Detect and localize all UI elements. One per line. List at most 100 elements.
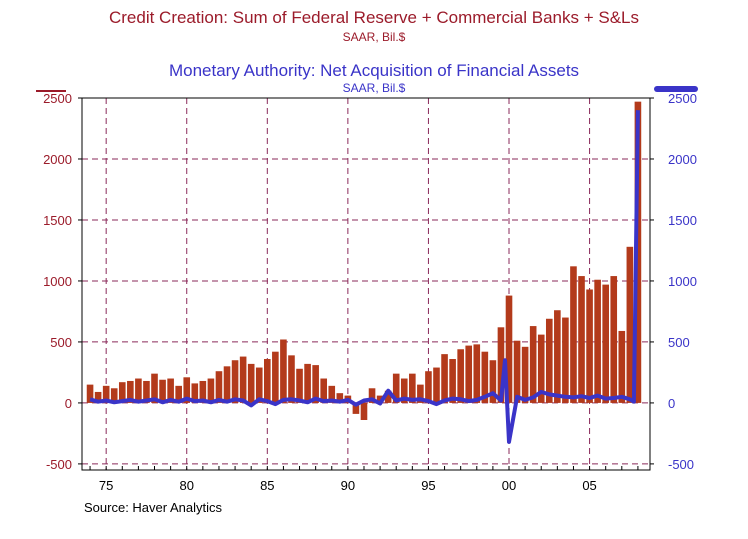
bar xyxy=(618,330,626,403)
bar xyxy=(505,295,513,403)
bar xyxy=(417,384,424,403)
bar xyxy=(529,326,537,403)
bar xyxy=(231,360,239,403)
bar xyxy=(102,385,110,403)
bar xyxy=(255,367,263,403)
bar xyxy=(304,363,311,403)
bar xyxy=(570,266,577,403)
left-legend-swatch xyxy=(36,90,66,92)
bar xyxy=(497,327,505,403)
bar xyxy=(167,378,174,403)
bar xyxy=(247,363,255,403)
right-y-tick-label: 0 xyxy=(668,396,675,411)
bar xyxy=(118,382,126,403)
x-tick-label: 95 xyxy=(421,478,435,493)
bar xyxy=(312,365,319,403)
bar xyxy=(392,373,400,403)
left-series-subtitle: SAAR, Bil.$ xyxy=(342,30,406,44)
bar xyxy=(223,366,231,403)
right-y-tick-label: 1500 xyxy=(668,213,697,228)
bar xyxy=(562,317,569,403)
bar xyxy=(191,383,199,403)
line-series xyxy=(89,110,640,444)
bar xyxy=(578,276,585,403)
bar xyxy=(457,349,464,403)
bar xyxy=(545,318,553,403)
bar xyxy=(537,334,545,403)
bar xyxy=(352,402,360,414)
bar xyxy=(175,385,182,403)
bar xyxy=(602,284,609,403)
bar xyxy=(610,276,618,403)
bar xyxy=(376,395,384,403)
right-y-tick-label: 2000 xyxy=(668,152,697,167)
bar xyxy=(586,289,593,403)
bar xyxy=(215,371,223,403)
bar xyxy=(328,385,336,403)
bar xyxy=(86,384,94,403)
left-y-tick-label: 1500 xyxy=(43,213,72,228)
right-y-tick-label: 500 xyxy=(668,335,690,350)
bar xyxy=(239,356,247,403)
x-tick-label: 00 xyxy=(502,478,516,493)
bar xyxy=(183,377,191,403)
left-y-tick-label: 500 xyxy=(50,335,72,350)
left-y-tick-label: -500 xyxy=(46,457,72,472)
bar xyxy=(409,373,416,403)
grid-lines xyxy=(82,98,650,470)
bar xyxy=(384,390,392,403)
right-y-tick-label: 2500 xyxy=(668,91,697,106)
bar xyxy=(94,391,102,403)
bar xyxy=(110,388,118,403)
bar xyxy=(433,367,440,403)
bar xyxy=(288,355,295,403)
bar xyxy=(554,310,561,403)
right-series-subtitle: SAAR, Bil.$ xyxy=(342,81,406,95)
bar xyxy=(336,393,344,403)
bar xyxy=(521,346,529,403)
left-y-tick-label: 2000 xyxy=(43,152,72,167)
right-legend-swatch xyxy=(654,86,698,92)
right-y-tick-label: -500 xyxy=(668,457,694,472)
x-tick-label: 80 xyxy=(180,478,194,493)
bar xyxy=(280,339,287,403)
left-y-tick-label: 0 xyxy=(65,396,72,411)
bar xyxy=(481,351,489,403)
right-series-title: Monetary Authority: Net Acquisition of F… xyxy=(168,61,580,80)
x-tick-label: 05 xyxy=(582,478,596,493)
bar xyxy=(449,359,456,403)
left-y-tick-label: 1000 xyxy=(43,274,72,289)
bar xyxy=(368,388,376,403)
bar xyxy=(199,380,207,403)
bar xyxy=(441,354,448,403)
bar xyxy=(135,378,142,403)
bar xyxy=(320,378,328,403)
bar xyxy=(127,380,134,403)
bar xyxy=(151,373,158,403)
bar xyxy=(272,351,279,403)
x-tick-label: 90 xyxy=(341,478,355,493)
bar xyxy=(594,279,601,403)
right-y-tick-label: 1000 xyxy=(668,274,697,289)
left-y-tick-label: 2500 xyxy=(43,91,72,106)
bar xyxy=(143,380,150,403)
bar xyxy=(264,359,271,403)
source-note: Source: Haver Analytics xyxy=(84,500,223,515)
plot-frame xyxy=(81,97,651,471)
bar xyxy=(513,340,521,403)
bar xyxy=(207,378,215,403)
bar xyxy=(473,344,481,403)
bar xyxy=(626,246,634,403)
bar-series xyxy=(86,101,642,420)
bar xyxy=(400,378,408,403)
x-tick-label: 75 xyxy=(99,478,113,493)
bar xyxy=(425,371,432,403)
left-series-title: Credit Creation: Sum of Federal Reserve … xyxy=(108,8,640,27)
bar xyxy=(159,379,166,403)
bar xyxy=(489,360,497,403)
bar xyxy=(360,402,368,420)
bar xyxy=(296,368,303,403)
bar xyxy=(465,345,473,403)
